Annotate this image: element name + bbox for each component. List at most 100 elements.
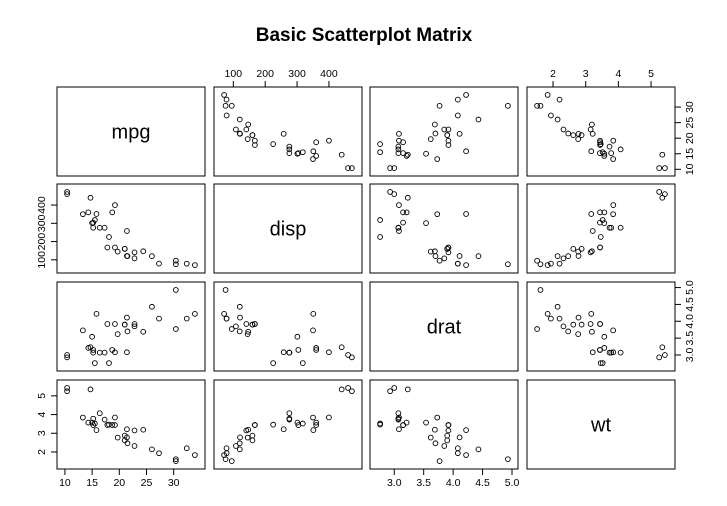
point-mpg-vs-drat	[391, 165, 398, 171]
point-mpg-vs-drat	[475, 116, 482, 123]
point-disp-vs-wt	[589, 248, 595, 255]
point-disp-vs-wt	[601, 209, 608, 216]
x-tick-label-mpg: 30	[168, 477, 180, 489]
point-drat-vs-wt	[570, 321, 577, 328]
point-disp-vs-wt	[597, 244, 603, 251]
point-wt-vs-mpg	[91, 420, 98, 427]
point-disp-vs-mpg	[183, 260, 190, 267]
y-tick-label-mpg: 20	[684, 132, 696, 144]
point-wt-vs-drat	[456, 434, 463, 441]
point-disp-vs-wt	[597, 234, 604, 240]
point-drat-vs-mpg	[156, 315, 162, 322]
point-disp-vs-mpg	[80, 211, 86, 218]
point-wt-vs-disp	[270, 421, 277, 428]
point-wt-vs-drat	[454, 450, 461, 457]
point-wt-vs-drat	[441, 443, 448, 449]
y-tick-label-drat: 3.5	[684, 331, 696, 346]
point-drat-vs-disp	[345, 352, 351, 358]
point-mpg-vs-disp	[280, 130, 287, 137]
point-wt-vs-disp	[249, 437, 256, 444]
point-wt-vs-drat	[445, 422, 452, 428]
point-drat-vs-disp	[299, 360, 306, 366]
point-disp-vs-drat	[444, 246, 451, 252]
point-drat-vs-wt	[606, 349, 613, 356]
point-disp-vs-wt	[662, 191, 668, 197]
point-mpg-vs-wt	[575, 130, 582, 137]
y-tick-label-wt: 2	[36, 449, 48, 455]
point-wt-vs-disp	[233, 443, 239, 449]
point-wt-vs-mpg	[93, 427, 100, 433]
point-disp-vs-mpg	[109, 209, 116, 216]
point-drat-vs-wt	[599, 360, 606, 366]
point-mpg-vs-drat	[432, 121, 438, 128]
point-mpg-vs-drat	[423, 150, 429, 157]
point-disp-vs-mpg	[96, 224, 103, 231]
point-wt-vs-drat	[445, 427, 452, 434]
point-mpg-vs-wt	[662, 165, 668, 171]
point-disp-vs-drat	[475, 253, 482, 259]
point-mpg-vs-wt	[587, 126, 594, 133]
panel-disp-disp	[213, 183, 363, 274]
x-tick-label-wt: 2	[550, 68, 556, 80]
point-wt-vs-disp	[243, 427, 250, 434]
y-tick-label-wt: 5	[36, 393, 48, 399]
point-disp-vs-wt	[589, 228, 596, 234]
point-wt-vs-disp	[223, 445, 230, 452]
point-wt-vs-disp	[326, 414, 332, 421]
point-disp-vs-wt	[587, 249, 594, 256]
point-mpg-vs-disp	[294, 150, 301, 157]
point-mpg-vs-wt	[597, 141, 604, 147]
x-tick-label-disp: 100	[225, 68, 243, 80]
point-drat-vs-wt	[589, 349, 596, 356]
y-tick-label-disp: 200	[36, 233, 48, 251]
point-mpg-vs-wt	[610, 137, 617, 144]
y-tick-label-drat: 3.0	[684, 348, 696, 363]
point-mpg-vs-wt	[544, 92, 551, 98]
point-disp-vs-wt	[544, 262, 551, 268]
point-wt-vs-drat	[391, 385, 398, 391]
point-wt-vs-disp	[236, 440, 243, 447]
point-disp-vs-mpg	[101, 224, 108, 231]
diagonal-label-drat: drat	[427, 317, 462, 339]
point-drat-vs-wt	[556, 315, 563, 322]
point-drat-vs-wt	[537, 287, 544, 293]
point-mpg-vs-drat	[377, 141, 383, 147]
point-disp-vs-mpg	[124, 253, 130, 259]
point-wt-vs-disp	[295, 422, 302, 428]
point-drat-vs-disp	[280, 349, 287, 356]
point-drat-vs-disp	[222, 287, 229, 293]
point-wt-vs-drat	[454, 445, 461, 452]
point-mpg-vs-disp	[228, 102, 235, 109]
point-disp-vs-wt	[575, 253, 582, 259]
point-mpg-vs-disp	[286, 150, 293, 156]
point-drat-vs-mpg	[173, 326, 179, 332]
point-drat-vs-disp	[236, 328, 243, 335]
point-drat-vs-wt	[659, 344, 666, 351]
point-mpg-vs-wt	[656, 165, 663, 171]
point-mpg-vs-disp	[326, 137, 332, 144]
point-disp-vs-mpg	[87, 194, 94, 201]
point-mpg-vs-wt	[589, 130, 596, 137]
point-drat-vs-disp	[233, 323, 239, 330]
point-wt-vs-mpg	[192, 452, 198, 458]
point-disp-vs-mpg	[64, 191, 70, 197]
y-tick-label-mpg: 15	[684, 148, 696, 160]
point-wt-vs-drat	[396, 414, 402, 421]
point-disp-vs-mpg	[131, 249, 138, 256]
point-drat-vs-wt	[610, 327, 616, 334]
point-disp-vs-wt	[556, 260, 563, 267]
point-disp-vs-wt	[570, 246, 577, 252]
point-drat-vs-mpg	[124, 349, 130, 356]
point-drat-vs-wt	[587, 321, 594, 327]
point-mpg-vs-disp	[243, 126, 250, 133]
point-disp-vs-drat	[423, 220, 429, 226]
point-mpg-vs-disp	[249, 132, 256, 138]
point-drat-vs-wt	[656, 354, 663, 361]
point-mpg-vs-disp	[345, 165, 351, 171]
point-mpg-vs-disp	[223, 112, 230, 119]
x-tick-label-drat: 4.5	[475, 477, 490, 489]
point-wt-vs-disp	[310, 427, 317, 433]
y-tick-label-mpg: 25	[684, 117, 696, 129]
point-drat-vs-disp	[228, 326, 235, 332]
